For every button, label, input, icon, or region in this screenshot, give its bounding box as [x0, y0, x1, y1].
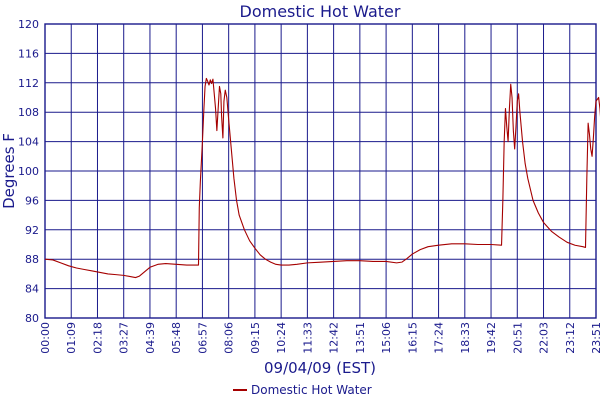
x-tick-label: 18:33	[459, 322, 472, 354]
x-tick-label: 02:18	[91, 322, 104, 354]
series-layer	[44, 77, 600, 279]
y-tick-label: 80	[25, 312, 39, 325]
y-tick-label: 120	[18, 18, 39, 31]
plot-frame	[44, 23, 597, 319]
x-tick-label: 04:39	[144, 322, 157, 354]
y-tick-label: 108	[18, 106, 39, 119]
x-tick-label: 11:33	[301, 322, 314, 354]
y-tick-label: 100	[18, 165, 39, 178]
x-tick-label: 17:24	[433, 322, 446, 354]
x-axis-title: 09/04/09 (EST)	[264, 359, 376, 377]
x-tick-label: 15:06	[380, 322, 393, 354]
y-tick-label: 116	[18, 47, 39, 60]
y-axis-title: Degrees F	[0, 133, 18, 209]
x-axis-ticks: 00:00 01:09 02:18 03:27 04:39 05:48 06:57 08:06…	[39, 322, 600, 354]
x-tick-label: 08:06	[223, 322, 236, 354]
y-tick-label: 96	[25, 194, 39, 207]
y-tick-label: 112	[18, 77, 39, 90]
chart-title: Domestic Hot Water	[240, 2, 401, 21]
y-tick-label: 104	[18, 136, 39, 149]
x-tick-label: 23:51	[590, 322, 600, 354]
x-tick-label: 10:24	[275, 322, 288, 354]
x-tick-label: 05:48	[170, 322, 183, 354]
x-tick-label: 16:15	[406, 322, 419, 354]
x-tick-label: 19:42	[485, 322, 498, 354]
y-tick-label: 92	[25, 224, 39, 237]
x-tick-label: 13:51	[354, 322, 367, 354]
legend: Domestic Hot Water	[233, 383, 372, 397]
y-axis-ticks: 120 116 112 108 104 100 96 92 88 84 80	[18, 18, 39, 325]
y-tick-label: 84	[25, 283, 39, 296]
legend-label: Domestic Hot Water	[251, 383, 372, 397]
x-tick-label: 22:03	[538, 322, 551, 354]
y-tick-label: 88	[25, 253, 39, 266]
x-tick-label: 20:51	[511, 322, 524, 354]
x-tick-label: 06:57	[196, 322, 209, 354]
x-tick-label: 00:00	[39, 322, 52, 354]
x-tick-label: 09:15	[249, 322, 262, 354]
series-line	[44, 77, 600, 279]
x-tick-label: 01:09	[65, 322, 78, 354]
x-tick-label: 03:27	[118, 322, 131, 354]
x-tick-label: 12:42	[328, 322, 341, 354]
x-tick-label: 23:12	[564, 322, 577, 354]
